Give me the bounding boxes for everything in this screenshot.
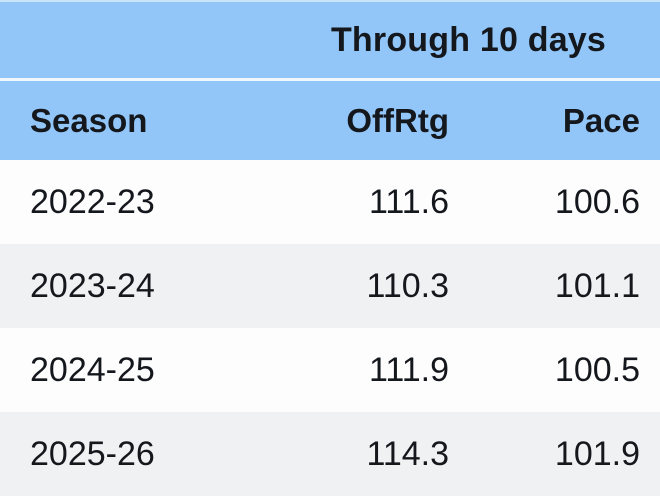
pace-cell: 101.9 (554, 434, 640, 473)
season-cell: 2023-24 (30, 266, 155, 305)
table-header: Through 10 days Season OffRtg Pace (0, 0, 660, 160)
offrtg-cell: 114.3 (366, 434, 449, 473)
merged-header-corner-cell (0, 0, 277, 81)
pace-cell: 100.5 (554, 350, 640, 389)
season-cell: 2022-23 (30, 182, 155, 221)
pace-cell: 101.1 (554, 266, 640, 305)
merged-header-label: Through 10 days (277, 0, 660, 81)
season-cell: 2024-25 (30, 350, 155, 389)
offrtg-cell: 111.6 (368, 182, 449, 221)
table-row: 2024-25 111.9 100.5 (0, 328, 660, 412)
merged-header-row: Through 10 days (0, 0, 660, 81)
table-row: 2022-23 111.6 100.6 (0, 160, 660, 244)
table-body: 2022-23 111.6 100.6 2023-24 110.3 101.1 … (0, 160, 660, 496)
offrtg-cell: 110.3 (366, 266, 449, 305)
column-header-offrtg: OffRtg (277, 79, 469, 160)
table-row: 2023-24 110.3 101.1 (0, 244, 660, 328)
season-cell: 2025-26 (30, 434, 155, 473)
column-header-row: Season OffRtg Pace (0, 79, 660, 160)
table-row: 2025-26 114.3 101.9 (0, 412, 660, 496)
offrtg-cell: 111.9 (368, 350, 449, 389)
pace-cell: 100.6 (554, 182, 640, 221)
column-header-season: Season (0, 79, 277, 160)
column-header-pace: Pace (469, 79, 660, 160)
